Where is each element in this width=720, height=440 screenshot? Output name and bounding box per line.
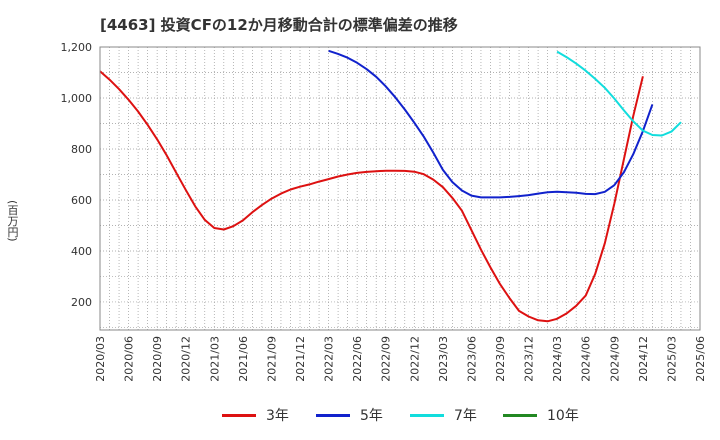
x-tick-label: 2024/12 [637, 336, 650, 382]
y-tick-label: 400 [71, 245, 92, 258]
legend-swatch [503, 413, 537, 417]
x-tick-label: 2023/03 [437, 336, 450, 382]
legend-swatch [410, 413, 444, 417]
x-tick-label: 2020/12 [180, 336, 193, 382]
x-tick-label: 2023/09 [494, 336, 507, 382]
x-tick-label: 2020/03 [94, 336, 107, 382]
series-line-3 [556, 50, 682, 137]
legend-item: 5年 [316, 404, 383, 426]
x-tick-label: 2024/06 [580, 336, 593, 382]
legend-item: 7年 [410, 404, 477, 426]
y-tick-label: 200 [71, 296, 92, 309]
series-line-1 [99, 70, 644, 323]
x-tick-label: 2023/06 [465, 336, 478, 382]
legend-label: 5年 [360, 408, 383, 424]
y-tick-label: 1,200 [61, 41, 93, 54]
legend-swatch [316, 413, 350, 417]
x-tick-label: 2022/03 [323, 336, 336, 382]
legend-item: 3年 [222, 404, 289, 426]
chart-title: [4463] 投資CFの12か月移動合計の標準偏差の推移 [100, 16, 458, 34]
legend-label: 3年 [266, 408, 289, 424]
x-tick-label: 2021/06 [237, 336, 250, 382]
legend-label: 7年 [454, 408, 477, 424]
legend-swatch [222, 413, 256, 417]
y-axis-unit-label: (百万円) [6, 200, 19, 242]
x-tick-label: 2021/12 [294, 336, 307, 382]
y-tick-label: 1,000 [61, 92, 93, 105]
plot-border [99, 46, 701, 331]
x-tick-label: 2020/09 [151, 336, 164, 382]
x-tick-label: 2022/09 [380, 336, 393, 382]
x-tick-label: 2025/03 [665, 336, 678, 382]
y-tick-label: 600 [71, 194, 92, 207]
x-tick-label: 2024/03 [551, 336, 564, 382]
plot-area [100, 47, 700, 330]
x-tick-label: 2022/12 [408, 336, 421, 382]
legend-item: 10年 [503, 404, 579, 426]
series-line-2 [328, 49, 654, 199]
legend: 3年 5年 7年 10年 [0, 404, 720, 426]
x-tick-label: 2021/09 [265, 336, 278, 382]
y-tick-label: 800 [71, 143, 92, 156]
x-tick-label: 2020/06 [123, 336, 136, 382]
legend-label: 10年 [547, 408, 579, 424]
x-tick-label: 2024/09 [608, 336, 621, 382]
x-tick-label: 2025/06 [694, 336, 707, 382]
x-tick-label: 2022/06 [351, 336, 364, 382]
x-tick-label: 2021/03 [208, 336, 221, 382]
x-tick-label: 2023/12 [523, 336, 536, 382]
